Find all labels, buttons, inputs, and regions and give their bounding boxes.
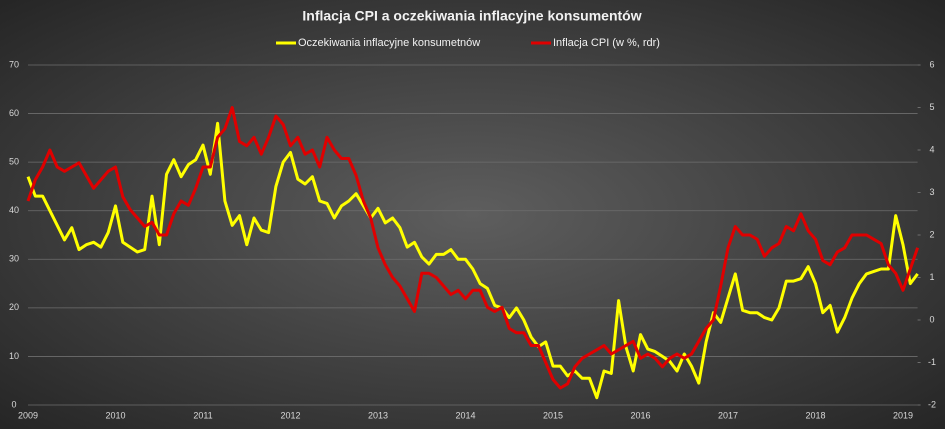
y2-tick-label: 4 — [929, 144, 934, 154]
y-tick-label: 20 — [9, 302, 19, 312]
x-tick-label: 2014 — [455, 410, 475, 420]
y-tick-label: 40 — [9, 205, 19, 215]
legend-label: Oczekiwania inflacyjne konsumetnów — [298, 37, 480, 49]
y-tick-label: 50 — [9, 157, 19, 167]
x-tick-label: 2011 — [193, 410, 212, 420]
y2-tick-label: -2 — [928, 399, 936, 409]
y2-tick-label: -1 — [928, 357, 936, 367]
y2-tick-label: 3 — [929, 187, 934, 197]
y2-tick-label: 5 — [929, 102, 934, 112]
y2-tick-label: 0 — [929, 314, 934, 324]
y-tick-label: 10 — [9, 351, 19, 361]
chart-title: Inflacja CPI a oczekiwania inflacyjne ko… — [302, 8, 641, 24]
y-tick-label: 0 — [11, 399, 16, 409]
series-line — [26, 121, 919, 400]
x-tick-label: 2016 — [630, 410, 650, 420]
x-tick-label: 2015 — [543, 410, 563, 420]
x-tick-label: 2018 — [805, 410, 825, 420]
x-tick-label: 2009 — [18, 410, 38, 420]
y-tick-label: 70 — [9, 59, 19, 69]
x-tick-label: 2012 — [280, 410, 300, 420]
series-line — [26, 106, 920, 390]
y-tick-label: 60 — [9, 108, 19, 118]
y2-tick-label: 2 — [929, 229, 934, 239]
x-tick-label: 2010 — [105, 410, 125, 420]
y2-tick-label: 1 — [929, 272, 934, 282]
y2-tick-label: 6 — [929, 59, 934, 69]
x-tick-label: 2019 — [893, 410, 913, 420]
x-tick-label: 2017 — [718, 410, 738, 420]
y-tick-label: 30 — [9, 254, 19, 264]
legend-label: Inflacja CPI (w %, rdr) — [553, 37, 660, 49]
x-tick-label: 2013 — [368, 410, 388, 420]
